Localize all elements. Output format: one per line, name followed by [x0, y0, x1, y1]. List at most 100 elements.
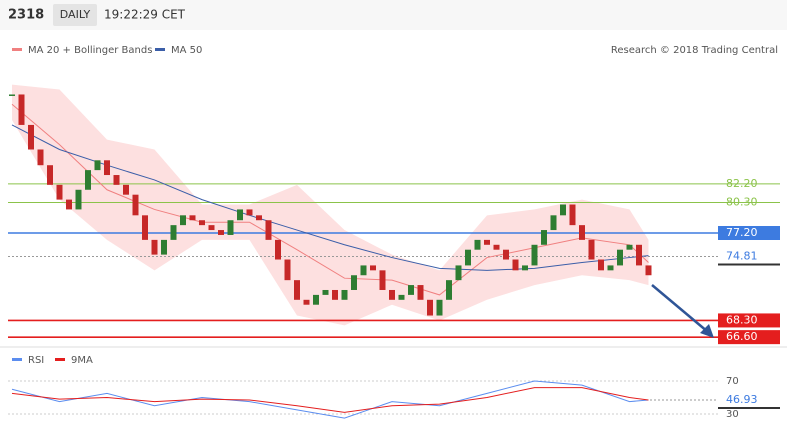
candle	[18, 94, 25, 125]
candle	[512, 259, 519, 271]
level-label: 77.20	[726, 226, 758, 239]
legend-swatch	[155, 48, 165, 51]
candle	[503, 249, 509, 260]
level-label: 74.81	[726, 249, 758, 262]
candle	[218, 230, 224, 235]
candle	[227, 220, 234, 235]
candle	[636, 244, 642, 266]
candle	[436, 299, 443, 316]
legend-swatch	[12, 48, 22, 51]
candle	[56, 184, 63, 200]
candle	[360, 265, 367, 276]
candle	[417, 285, 424, 300]
legend-label: RSI	[28, 355, 44, 366]
candle	[94, 160, 101, 171]
candle	[199, 220, 205, 226]
candle	[113, 175, 120, 185]
credit: Research © 2018 Trading Central	[611, 45, 778, 56]
symbol: 2318	[8, 8, 44, 23]
candle	[465, 249, 471, 266]
candle	[246, 209, 253, 216]
candle	[607, 265, 614, 271]
candle	[237, 209, 243, 221]
candle	[170, 225, 177, 240]
level-label: 66.60	[726, 330, 758, 343]
candle	[379, 270, 386, 290]
candle	[560, 204, 566, 216]
candle	[398, 294, 405, 300]
candle	[294, 280, 300, 300]
level-label: 68.30	[726, 313, 758, 326]
candle	[85, 170, 91, 190]
candle	[341, 289, 348, 300]
candle	[493, 244, 500, 250]
ma-line	[11, 103, 649, 296]
candle	[265, 220, 272, 240]
candle	[161, 239, 167, 255]
candle	[332, 289, 338, 300]
candle	[446, 280, 452, 300]
legend-swatch	[12, 358, 22, 361]
bollinger-band	[12, 84, 649, 326]
candle	[123, 184, 129, 195]
level-label: 80.30	[726, 196, 758, 209]
candle	[256, 215, 262, 221]
candle	[598, 259, 604, 271]
last-label: 46.93	[726, 393, 758, 406]
rsi-panel: 70 30 RSI 9MA 46.93	[8, 355, 780, 420]
legend-swatch	[55, 358, 65, 361]
candle	[66, 199, 72, 210]
candle	[284, 259, 291, 281]
candle	[322, 289, 329, 295]
forecast-arrow	[651, 284, 709, 333]
candle	[531, 244, 538, 266]
arrow-head	[700, 324, 714, 338]
candle	[9, 94, 15, 96]
candle	[189, 215, 196, 221]
toolbar	[0, 0, 787, 30]
candle	[303, 299, 310, 305]
candle	[569, 204, 576, 226]
legend-label: 9MA	[71, 355, 93, 366]
candle	[47, 165, 53, 185]
candle	[626, 244, 633, 250]
candle	[313, 294, 319, 305]
candle	[617, 249, 623, 266]
time: 19:22:29 CET	[104, 8, 186, 22]
period-button[interactable]	[53, 4, 97, 26]
candle	[28, 124, 34, 150]
period[interactable]: DAILY	[60, 8, 91, 21]
candle	[37, 149, 44, 166]
candle	[275, 239, 281, 260]
y-tick-label: 70	[726, 376, 739, 387]
candle	[370, 265, 376, 271]
level-label-box	[718, 313, 780, 328]
candle	[208, 225, 215, 231]
candle	[351, 275, 357, 290]
candle	[151, 239, 158, 255]
candle	[408, 285, 414, 295]
level-label-box	[718, 330, 780, 345]
price-panel: 82.20 80.30 77.20 74.81 68.30 66.60 MA 20 + Bo…	[8, 45, 780, 345]
candle	[104, 160, 110, 176]
candle	[427, 299, 433, 316]
candle	[645, 265, 652, 276]
candle	[180, 215, 186, 226]
candle	[455, 265, 462, 281]
indicator-line	[11, 387, 649, 413]
ma-line	[11, 124, 649, 271]
candle	[474, 239, 481, 250]
legend-label: MA 50	[171, 45, 202, 56]
candle	[588, 239, 595, 260]
candle	[389, 289, 395, 300]
indicator-line	[11, 380, 649, 419]
level-label: 82.20	[726, 177, 758, 190]
candle	[75, 189, 82, 210]
legend-label: MA 20 + Bollinger Bands	[28, 45, 152, 56]
candle	[579, 225, 585, 240]
candle	[142, 215, 148, 240]
candle	[484, 239, 490, 245]
candle	[550, 215, 557, 231]
candle	[541, 230, 547, 245]
